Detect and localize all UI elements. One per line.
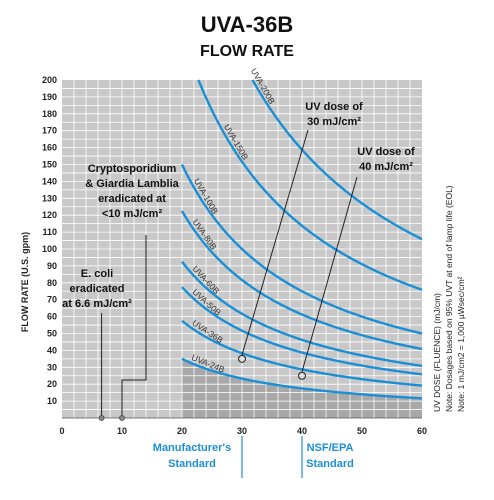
side-note-line: Note: 1 mJ/cm2 = 1,000 µWsec/cm² (456, 276, 466, 412)
marker-crypto (119, 415, 125, 421)
annotation-uv30-line: 30 mJ/cm² (307, 116, 361, 128)
plot-area: 1020304050607080901001101201301401501601… (42, 66, 427, 436)
y-tick-label: 100 (42, 244, 57, 254)
y-axis-label: FLOW RATE (U.S. gpm) (20, 232, 30, 332)
y-tick-label: 170 (42, 126, 57, 136)
leader-line-uv40 (301, 176, 358, 372)
series-line (197, 79, 423, 291)
y-tick-label: 190 (42, 92, 57, 102)
annotation-ecoli-line: E. coli (81, 268, 113, 280)
y-tick-label: 130 (42, 193, 57, 203)
series-line (181, 357, 423, 400)
annotation-uv30-line: UV dose of (305, 101, 363, 113)
x-tick-label: 50 (357, 426, 367, 436)
y-tick-label: 80 (47, 278, 57, 288)
y-tick-label: 150 (42, 160, 57, 170)
y-tick-label: 140 (42, 176, 57, 186)
annotation-uv40-line: 40 mJ/cm² (359, 161, 413, 173)
side-note-line: Note: Dosages based on 95% UVT at end of… (444, 185, 454, 412)
y-tick-label: 180 (42, 109, 57, 119)
series-line (180, 210, 423, 351)
x-tick-label: 0 (59, 426, 64, 436)
series-line (181, 286, 423, 376)
side-note-line: UV DOSE (FLUENCE) (mJ/cm) (432, 293, 442, 412)
y-tick-label: 30 (47, 362, 57, 372)
nsf-standard-label: Standard (306, 458, 354, 470)
marker-uv40 (298, 371, 306, 380)
series-line (181, 319, 423, 387)
annotation-ecoli-line: eradicated (69, 283, 124, 295)
x-tick-label: 60 (417, 426, 427, 436)
manufacturer-standard-label: Manufacturer's (153, 442, 231, 454)
annotations: UV dose of 30 mJ/cm² UV dose of 40 mJ/cm² Cr… (62, 101, 415, 421)
leader-line-uv30 (241, 129, 309, 355)
y-tick-label: 20 (47, 379, 57, 389)
x-tick-label: 10 (117, 426, 127, 436)
annotation-crypto-line: eradicated at (98, 193, 166, 205)
y-tick-label: 70 (47, 295, 57, 305)
marker-ecoli (98, 415, 105, 421)
x-tick-label: 20 (177, 426, 187, 436)
series-line (251, 79, 423, 241)
y-tick-label: 10 (47, 396, 57, 406)
nsf-standard-label: NSF/EPA (307, 442, 354, 454)
y-tick-label: 40 (47, 345, 57, 355)
y-tick-label: 160 (42, 143, 57, 153)
series-line (180, 163, 423, 335)
annotation-uv40-line: UV dose of (357, 146, 415, 158)
standards-labels: Manufacturer's Standard NSF/EPA Standard (153, 436, 354, 478)
annotation-crypto-line: <10 mJ/cm² (102, 208, 163, 220)
y-tick-label: 200 (42, 75, 57, 85)
manufacturer-standard-label: Standard (168, 458, 216, 470)
annotation-crypto-line: Cryptosporidium (88, 163, 177, 175)
x-tick-label: 40 (297, 426, 307, 436)
annotation-ecoli-line: at 6.6 mJ/cm² (62, 298, 132, 310)
y-tick-label: 50 (47, 329, 57, 339)
series-line (181, 260, 423, 368)
y-tick-label: 110 (42, 227, 57, 237)
marker-uv30 (238, 354, 246, 363)
y-tick-label: 60 (47, 312, 57, 322)
side-notes: UV DOSE (FLUENCE) (mJ/cm) Note: Dosages b… (432, 185, 466, 412)
annotation-crypto-line: & Giardia Lamblia (85, 178, 179, 190)
chart-title: UVA-36B (201, 12, 294, 37)
x-tick-label: 30 (237, 426, 247, 436)
chart-subtitle: FLOW RATE (200, 43, 294, 60)
leader-line-crypto (121, 235, 147, 418)
y-tick-label: 90 (47, 261, 57, 271)
y-tick-label: 120 (42, 210, 57, 220)
